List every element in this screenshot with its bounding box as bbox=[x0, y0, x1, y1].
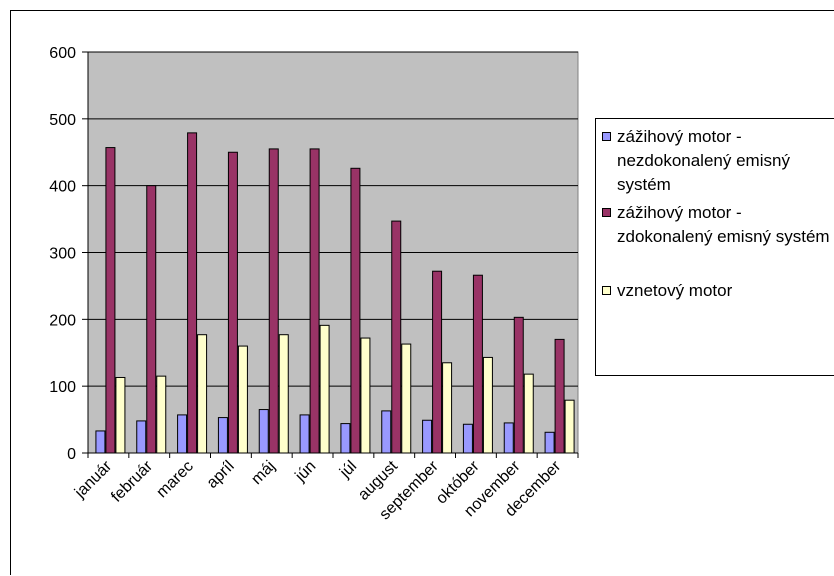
bar bbox=[360, 337, 371, 454]
chart-area: 0 100 200 300 400 500 600 január február marec ap… bbox=[10, 10, 834, 575]
bar bbox=[156, 375, 167, 454]
bar bbox=[381, 410, 392, 454]
y-tick-labels: 0 100 200 300 400 500 600 bbox=[49, 45, 76, 463]
bar bbox=[146, 185, 157, 454]
bar bbox=[554, 338, 565, 454]
bar bbox=[472, 274, 483, 454]
bar bbox=[136, 420, 147, 454]
y-tick-label: 300 bbox=[49, 246, 76, 263]
bar bbox=[237, 345, 248, 454]
y-tick-label: 0 bbox=[67, 446, 76, 463]
bar bbox=[523, 373, 534, 454]
x-tick-label: máj bbox=[248, 458, 278, 488]
bar bbox=[95, 430, 106, 454]
legend-label-series-3: vznetový motor bbox=[617, 281, 733, 300]
bar bbox=[482, 356, 493, 454]
bar bbox=[187, 132, 198, 454]
y-tick-label: 200 bbox=[49, 312, 76, 329]
bar bbox=[227, 151, 238, 454]
bar bbox=[278, 334, 289, 454]
x-tick-label: apríl bbox=[204, 458, 238, 492]
bar bbox=[350, 167, 361, 454]
bar bbox=[513, 316, 524, 454]
bar bbox=[105, 147, 116, 454]
x-tick-label: jún bbox=[292, 458, 320, 486]
legend: zážihový motor - nezdokonalený emisný sy… bbox=[595, 118, 834, 376]
legend-label-series-1: zážihový motor - nezdokonalený emisný sy… bbox=[617, 127, 790, 194]
bar bbox=[197, 334, 208, 454]
bar bbox=[544, 431, 555, 454]
bar bbox=[217, 417, 228, 454]
bar bbox=[319, 324, 330, 454]
bar bbox=[401, 343, 412, 454]
bar bbox=[115, 376, 126, 454]
bar bbox=[564, 399, 575, 454]
legend-swatch-series-2 bbox=[602, 208, 611, 217]
bar bbox=[503, 422, 514, 454]
bar bbox=[462, 423, 473, 454]
gridlines bbox=[82, 51, 578, 454]
x-tick-label: február bbox=[108, 457, 156, 505]
bar bbox=[299, 414, 310, 454]
legend-label-series-2: zážihový motor - zdokonalený emisný syst… bbox=[617, 203, 830, 246]
bar bbox=[268, 148, 279, 454]
axes bbox=[87, 52, 579, 458]
bar bbox=[442, 362, 453, 454]
legend-swatch-series-3 bbox=[602, 286, 611, 295]
x-tick-label: marec bbox=[153, 458, 196, 501]
y-tick-label: 100 bbox=[49, 379, 76, 396]
bar bbox=[177, 414, 188, 454]
x-tick-label: júl bbox=[336, 458, 360, 482]
legend-swatch-series-1 bbox=[602, 132, 611, 141]
bar bbox=[258, 409, 269, 454]
bar bbox=[391, 220, 402, 454]
bar bbox=[432, 270, 443, 454]
y-tick-label: 600 bbox=[49, 45, 76, 62]
bar bbox=[422, 419, 433, 454]
y-tick-label: 400 bbox=[49, 179, 76, 196]
bar bbox=[309, 148, 320, 454]
bar bbox=[340, 423, 351, 454]
y-tick-label: 500 bbox=[49, 112, 76, 129]
bars bbox=[95, 132, 575, 454]
